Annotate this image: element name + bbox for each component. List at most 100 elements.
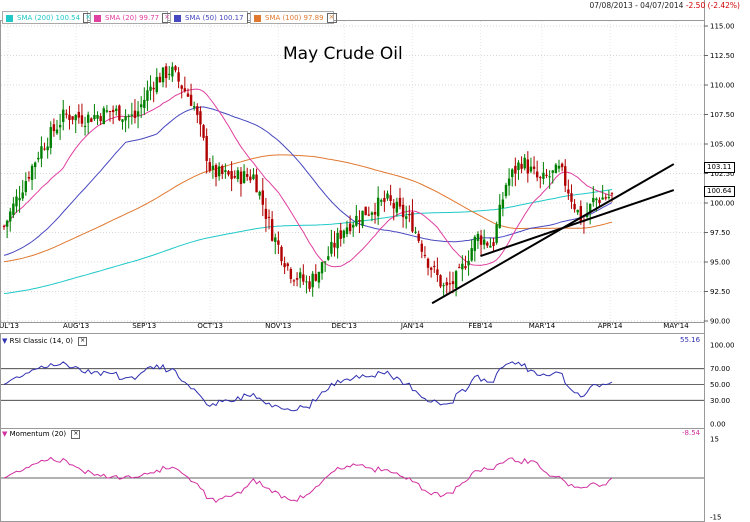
candle-body: [592, 197, 595, 203]
candle-body: [283, 263, 286, 268]
legend-swatch: [6, 15, 13, 22]
y-tick-label: 112.50: [710, 52, 735, 60]
candle-body: [249, 176, 252, 181]
candle-body: [598, 199, 601, 203]
candle-body: [564, 166, 567, 186]
candle-body: [392, 203, 395, 209]
candle-body: [551, 170, 554, 173]
candle-body: [489, 245, 492, 248]
candle-body: [408, 214, 411, 216]
candle-body: [526, 159, 530, 174]
candle-body: [358, 219, 361, 222]
y-tick-label: 102.50: [710, 170, 735, 178]
candle-body: [532, 166, 536, 169]
candle-body: [121, 119, 124, 122]
candle-body: [445, 282, 448, 286]
legend-item[interactable]: SMA (20) 99.77 ×: [90, 11, 173, 24]
candle-body: [417, 233, 420, 241]
candle-body: [65, 113, 68, 115]
legend-label: SMA (200) 100.54: [17, 14, 81, 22]
candle-body: [15, 196, 18, 207]
candle-body: [386, 193, 389, 199]
candle-body: [411, 212, 414, 232]
candle-body: [37, 157, 40, 160]
momentum-value: -8.54: [682, 429, 701, 437]
candle-body: [242, 171, 246, 184]
candle-body: [426, 258, 430, 268]
candle-body: [601, 197, 604, 200]
candle-body: [595, 198, 598, 201]
candle-body: [90, 118, 93, 122]
momentum-close-icon[interactable]: ×: [71, 429, 81, 439]
candle-body: [439, 275, 442, 287]
momentum-tick-label: 15: [710, 436, 719, 444]
legend-label: SMA (100) 97.89: [265, 14, 324, 22]
candle-body: [217, 166, 221, 177]
candle-body: [479, 235, 483, 245]
candle-body: [305, 281, 308, 283]
candle-body: [473, 236, 477, 251]
candle-body: [302, 274, 305, 282]
candle-body: [548, 176, 551, 178]
candle-body: [52, 124, 56, 132]
rsi-close-icon[interactable]: ×: [78, 336, 88, 346]
candle-body: [96, 114, 99, 119]
candle-body: [567, 189, 570, 194]
y-tick-label: 115.00: [710, 23, 735, 31]
sma100-line: [3, 154, 613, 263]
candle-body: [588, 203, 592, 213]
x-tick-label: MAY'14: [663, 322, 689, 330]
momentum-panel-header: ▼ Momentum (20) ×: [2, 429, 81, 439]
candle-body: [557, 165, 561, 169]
candle-body: [118, 105, 121, 121]
legend-label: SMA (20) 99.77: [105, 14, 160, 22]
candle-body: [299, 272, 302, 279]
candle-body: [333, 242, 336, 248]
candle-body: [255, 174, 258, 193]
legend-close-icon[interactable]: ×: [326, 13, 337, 23]
candle-body: [124, 116, 127, 121]
legend-item[interactable]: SMA (50) 100.17×: [170, 11, 257, 24]
candle-body: [111, 109, 115, 113]
candle-body: [610, 193, 614, 195]
candle-body: [115, 108, 118, 111]
candle-body: [405, 216, 408, 219]
candle-body: [373, 211, 377, 215]
price-change: -2.50 (-2.42%): [685, 1, 740, 10]
candle-body: [139, 104, 143, 108]
legend-item[interactable]: SMA (200) 100.54 ×: [2, 11, 94, 24]
candle-body: [58, 124, 62, 128]
candle-body: [495, 224, 498, 243]
candle-body: [214, 165, 218, 178]
candle-body: [136, 111, 140, 117]
y-tick-label: 97.50: [710, 229, 730, 237]
legend-label: SMA (50) 100.17: [185, 14, 244, 22]
rsi-tick-label: 100.00: [710, 342, 735, 350]
candle-body: [436, 269, 439, 276]
candle-body: [389, 195, 392, 202]
candle-body: [482, 239, 486, 245]
candle-body: [442, 285, 445, 287]
candle-body: [202, 125, 205, 138]
candle-body: [196, 106, 199, 115]
candle-body: [498, 204, 501, 228]
candle-body: [467, 260, 470, 266]
x-tick-label: OCT'13: [197, 322, 223, 330]
candle-body: [158, 76, 162, 83]
candle-body: [320, 262, 324, 274]
candle-body: [83, 125, 87, 127]
candle-body: [573, 203, 576, 210]
candle-body: [274, 237, 277, 242]
candle-body: [105, 110, 109, 112]
price-tag-lower: 100.64: [704, 186, 735, 197]
candle-body: [224, 170, 227, 172]
x-tick-label: JUL'13: [0, 322, 19, 330]
y-tick-label: 90.00: [710, 318, 730, 326]
candle-body: [236, 170, 240, 179]
legend-item[interactable]: SMA (100) 97.89 ×: [250, 11, 337, 24]
candle-body: [451, 281, 455, 285]
candle-body: [535, 171, 539, 178]
candle-body: [367, 214, 370, 216]
rsi-panel-header: ▼ RSI Classic (14, 0) ×: [2, 336, 88, 346]
